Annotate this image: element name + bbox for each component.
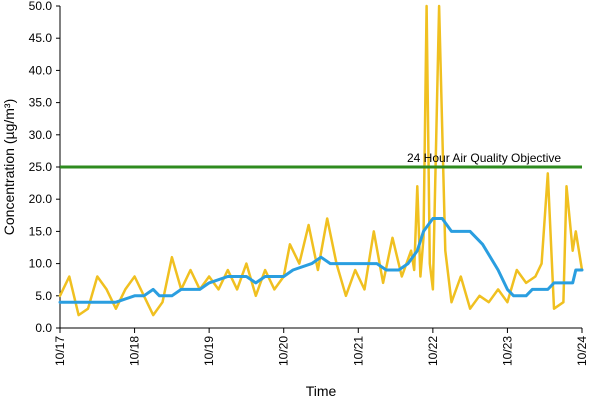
x-axis-ticks: 10/17 10/18 10/19 10/20 10/21 10/22 10/23 10/24: [53, 328, 589, 366]
series-layer: [58, 4, 584, 317]
y-tick-label: 40.0: [29, 63, 53, 77]
y-tick-label: 30.0: [29, 128, 53, 142]
objective-label: 24 Hour Air Quality Objective: [407, 151, 561, 165]
y-tick-label: 45.0: [29, 31, 53, 45]
rolling-average-line: [58, 217, 584, 304]
x-tick-label: 10/23: [500, 336, 514, 366]
y-tick-label: 35.0: [29, 96, 53, 110]
y-tick-label: 10.0: [29, 257, 53, 271]
y-axis-ticks: 0.0 5.0 10.0 15.0 20.0 25.0 30.0 35.0 40.0 45.0 50…: [29, 0, 60, 335]
plot-area: 0.0 5.0 10.0 15.0 20.0 25.0 30.0 35.0 40.0 45.0 50…: [29, 0, 589, 366]
x-tick-label: 10/24: [575, 336, 589, 366]
x-tick-label: 10/18: [128, 336, 142, 366]
x-tick-label: 10/20: [277, 336, 291, 366]
y-tick-label: 25.0: [29, 160, 53, 174]
x-tick-label: 10/22: [426, 336, 440, 366]
y-tick-label: 20.0: [29, 192, 53, 206]
y-axis-title: Concentration (µg/m³): [1, 99, 17, 235]
x-tick-label: 10/17: [53, 336, 67, 366]
hourly-concentration-line: [58, 4, 584, 317]
x-axis-title: Time: [306, 383, 337, 399]
y-tick-label: 0.0: [35, 321, 52, 335]
y-tick-label: 50.0: [29, 0, 53, 13]
x-tick-label: 10/21: [351, 336, 365, 366]
y-tick-label: 5.0: [35, 289, 52, 303]
x-tick-label: 10/19: [202, 336, 216, 366]
y-tick-label: 15.0: [29, 224, 53, 238]
